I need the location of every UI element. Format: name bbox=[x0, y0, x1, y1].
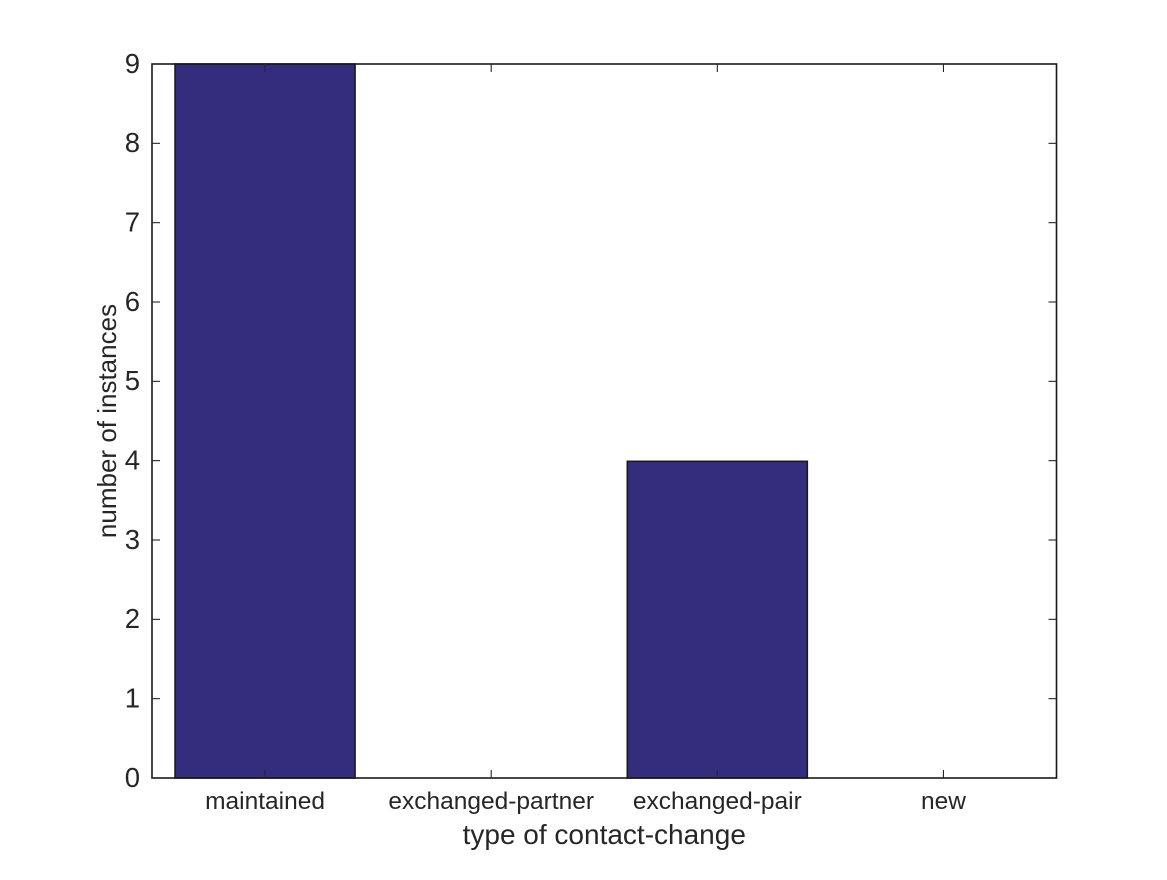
svg-text:new: new bbox=[921, 788, 966, 815]
svg-text:8: 8 bbox=[125, 127, 140, 158]
svg-text:9: 9 bbox=[125, 48, 140, 79]
svg-text:type of contact-change: type of contact-change bbox=[463, 819, 746, 850]
svg-text:1: 1 bbox=[125, 683, 140, 714]
svg-text:0: 0 bbox=[125, 762, 140, 793]
svg-text:number of instances: number of instances bbox=[92, 304, 122, 538]
svg-text:5: 5 bbox=[125, 365, 140, 396]
svg-text:2: 2 bbox=[125, 603, 140, 634]
svg-text:exchanged-pair: exchanged-pair bbox=[633, 788, 802, 815]
svg-text:exchanged-partner: exchanged-partner bbox=[388, 788, 594, 815]
svg-text:3: 3 bbox=[125, 524, 140, 555]
svg-text:4: 4 bbox=[125, 445, 140, 476]
svg-text:maintained: maintained bbox=[205, 788, 325, 815]
svg-text:7: 7 bbox=[125, 207, 140, 238]
svg-text:6: 6 bbox=[125, 286, 140, 317]
